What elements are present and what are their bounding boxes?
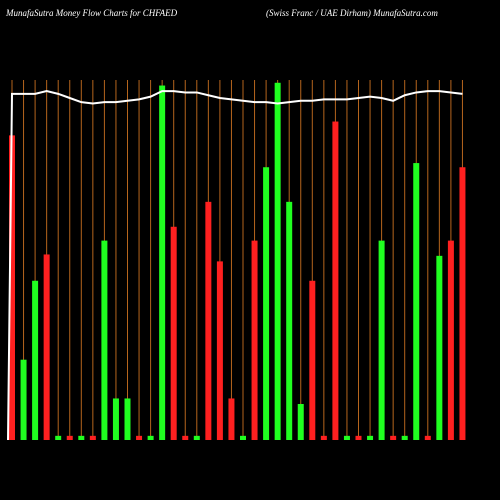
bar xyxy=(112,398,119,440)
bar xyxy=(297,404,304,440)
bar xyxy=(332,121,339,441)
bar xyxy=(78,435,85,440)
bar xyxy=(32,280,39,440)
bar xyxy=(182,435,189,440)
bar xyxy=(216,261,223,440)
bar xyxy=(124,398,131,440)
bar xyxy=(193,435,200,440)
bar xyxy=(286,201,293,440)
bar xyxy=(159,85,166,441)
bar xyxy=(390,435,397,440)
bar xyxy=(20,359,27,440)
bar xyxy=(343,435,350,440)
bar xyxy=(147,435,154,440)
bar xyxy=(367,435,374,440)
bar xyxy=(355,435,362,440)
bar xyxy=(240,435,246,440)
bar xyxy=(401,435,408,440)
bar xyxy=(309,280,316,440)
bar xyxy=(251,240,258,440)
bar xyxy=(228,398,235,440)
bar xyxy=(447,240,454,440)
bar xyxy=(55,435,62,440)
chart-subtitle: (Swiss Franc / UAE Dirham) MunafaSutra.c… xyxy=(266,8,438,18)
bar xyxy=(205,201,212,440)
bar xyxy=(89,435,96,440)
chart-title: MunafaSutra Money Flow Charts for CHFAED xyxy=(5,8,178,18)
bar xyxy=(9,135,15,440)
bar xyxy=(263,167,270,440)
bar xyxy=(378,240,385,440)
bar xyxy=(274,82,281,441)
bar xyxy=(101,240,108,440)
bar xyxy=(436,255,443,440)
bar xyxy=(66,435,73,440)
bar xyxy=(170,226,177,440)
bar xyxy=(424,435,431,440)
price-line xyxy=(7,90,463,441)
bar xyxy=(136,435,143,440)
bar xyxy=(43,254,50,440)
bar xyxy=(320,435,327,440)
bar xyxy=(413,163,420,441)
bar xyxy=(459,167,466,440)
